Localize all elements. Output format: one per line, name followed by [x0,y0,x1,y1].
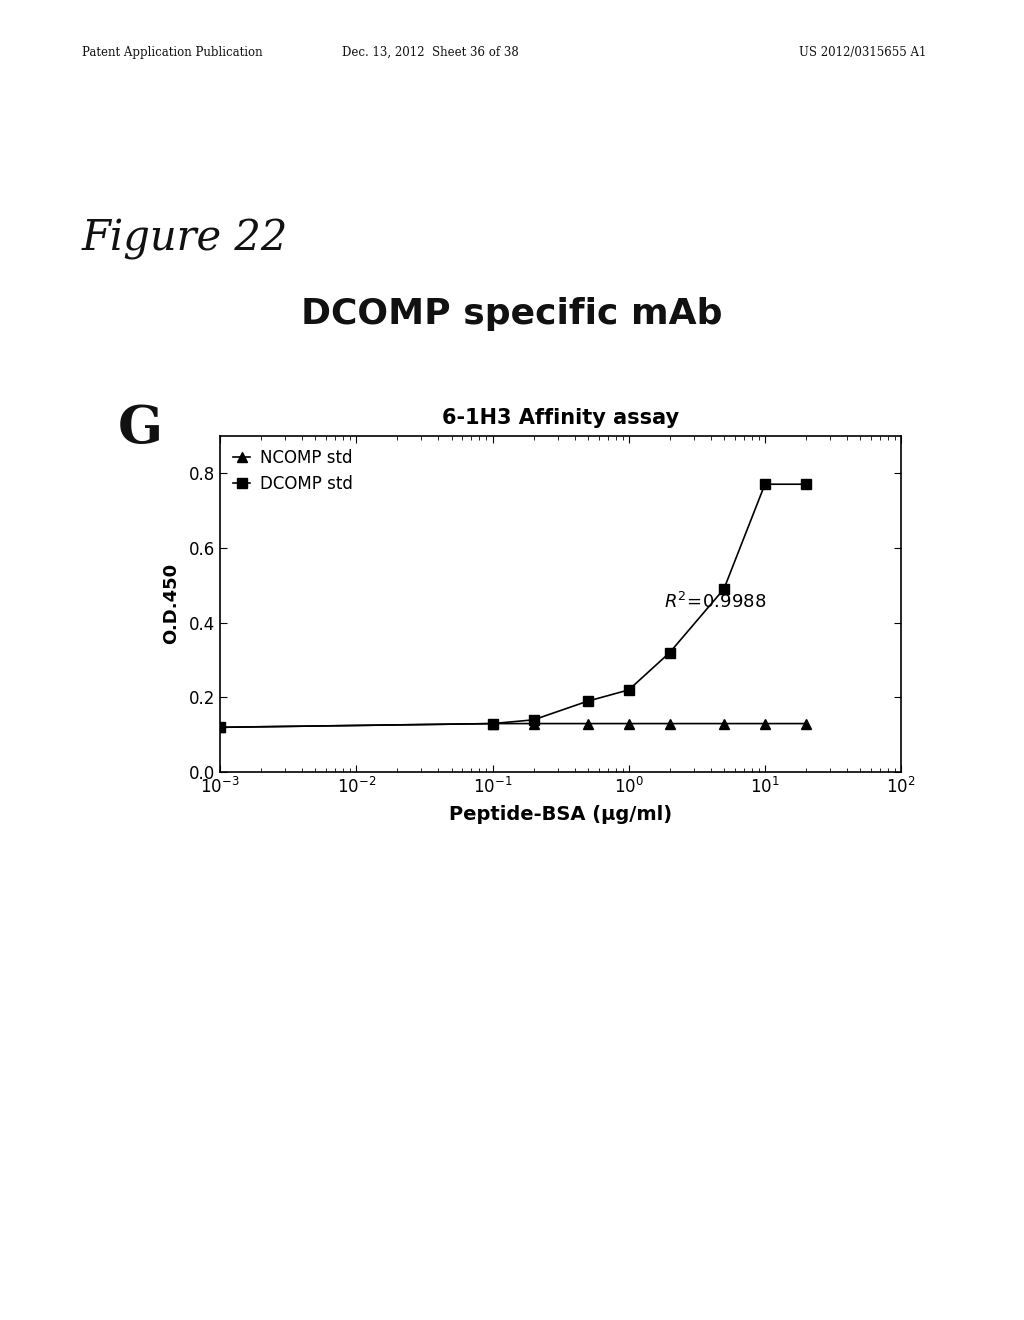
Text: $R^2\!=\!0.9988$: $R^2\!=\!0.9988$ [664,591,766,611]
DCOMP std [486,715,499,731]
X-axis label: Peptide-BSA (μg/ml): Peptide-BSA (μg/ml) [450,805,672,825]
DCOMP std [800,477,812,492]
Text: Figure 22: Figure 22 [82,218,289,260]
NCOMP std [759,715,771,731]
Y-axis label: O.D.450: O.D.450 [163,564,180,644]
Text: Dec. 13, 2012  Sheet 36 of 38: Dec. 13, 2012 Sheet 36 of 38 [342,46,518,59]
DCOMP std [664,644,676,660]
DCOMP std [623,682,635,698]
NCOMP std [623,715,635,731]
DCOMP std [759,477,771,492]
NCOMP std [527,715,540,731]
Text: DCOMP specific mAb: DCOMP specific mAb [301,297,723,331]
DCOMP std [527,711,540,727]
Text: US 2012/0315655 A1: US 2012/0315655 A1 [799,46,926,59]
DCOMP std [214,719,226,735]
Text: G: G [118,403,163,454]
NCOMP std [718,715,730,731]
NCOMP std [664,715,676,731]
NCOMP std [214,719,226,735]
NCOMP std [800,715,812,731]
DCOMP std [582,693,594,709]
Line: NCOMP std: NCOMP std [215,718,811,733]
NCOMP std [486,715,499,731]
Text: Patent Application Publication: Patent Application Publication [82,46,262,59]
Title: 6-1H3 Affinity assay: 6-1H3 Affinity assay [442,408,679,429]
Line: DCOMP std: DCOMP std [215,479,811,733]
DCOMP std [718,581,730,597]
NCOMP std [582,715,594,731]
Legend: NCOMP std, DCOMP std: NCOMP std, DCOMP std [228,444,358,498]
